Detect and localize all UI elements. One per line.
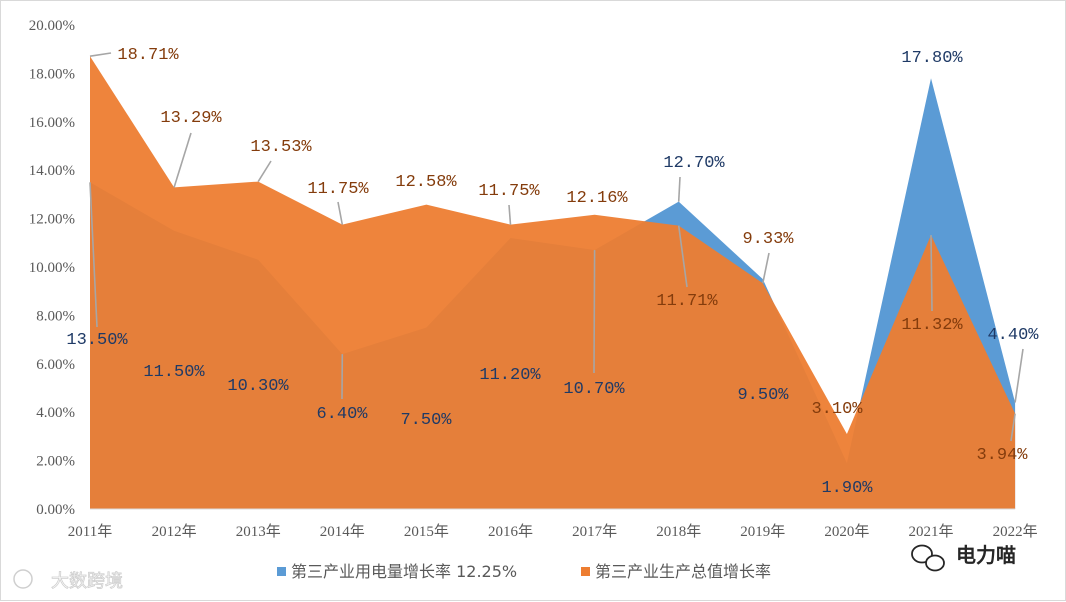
legend-label-gdp-growth: 第三产业生产总值增长率	[595, 562, 771, 581]
legend-label-electricity-growth: 第三产业用电量增长率 12.25%	[291, 562, 517, 581]
brand-name: 电力喵	[956, 543, 1016, 567]
data-label-electricity-growth: 11.50%	[143, 363, 205, 382]
data-label-leader	[174, 133, 191, 187]
data-label-gdp-growth: 11.32%	[901, 316, 963, 335]
data-label-gdp-growth: 11.75%	[478, 182, 540, 201]
data-label-electricity-growth: 4.40%	[987, 326, 1039, 345]
x-tick-label: 2018年	[656, 523, 701, 540]
data-label-leader	[763, 253, 769, 283]
y-tick-label: 10.00%	[29, 260, 75, 276]
data-label-gdp-growth: 11.71%	[656, 292, 718, 311]
y-tick-label: 2.00%	[36, 454, 75, 470]
data-label-leader	[679, 177, 680, 202]
legend-swatch-gdp-growth	[581, 567, 590, 576]
y-tick-label: 8.00%	[36, 308, 75, 324]
data-label-leader	[90, 53, 111, 56]
y-tick-label: 16.00%	[29, 115, 75, 131]
data-label-gdp-growth: 3.94%	[976, 446, 1028, 465]
data-label-leader	[594, 250, 595, 373]
data-label-electricity-growth: 1.90%	[821, 479, 873, 498]
x-tick-label: 2020年	[824, 523, 869, 540]
data-label-leader	[338, 202, 342, 225]
data-label-gdp-growth: 3.10%	[811, 400, 863, 419]
series-area-gdp-growth	[90, 56, 1015, 509]
data-label-gdp-growth: 12.58%	[395, 173, 457, 192]
y-tick-label: 6.00%	[36, 357, 75, 373]
data-label-gdp-growth: 13.29%	[160, 109, 222, 128]
data-label-electricity-growth: 9.50%	[737, 386, 789, 405]
data-label-leader	[931, 235, 932, 311]
data-label-gdp-growth: 13.53%	[250, 138, 312, 157]
data-label-electricity-growth: 13.50%	[66, 331, 128, 350]
data-label-electricity-growth: 11.20%	[479, 366, 541, 385]
x-tick-label: 2017年	[572, 523, 617, 540]
data-label-electricity-growth: 17.80%	[901, 49, 963, 68]
y-tick-label: 12.00%	[29, 212, 75, 228]
x-tick-label: 2012年	[152, 523, 197, 540]
data-label-leader	[258, 161, 271, 182]
data-label-electricity-growth: 10.30%	[227, 377, 289, 396]
data-label-gdp-growth: 11.75%	[307, 180, 369, 199]
y-tick-label: 18.00%	[29, 66, 75, 82]
data-label-gdp-growth: 9.33%	[742, 230, 794, 249]
data-label-leader	[509, 205, 511, 225]
data-label-electricity-growth: 7.50%	[400, 411, 452, 430]
data-label-electricity-growth: 10.70%	[563, 380, 625, 399]
watermark-logo-icon	[14, 570, 32, 588]
x-tick-label: 2011年	[68, 523, 112, 540]
x-tick-label: 2019年	[740, 523, 785, 540]
y-tick-label: 20.00%	[29, 18, 75, 34]
wechat-logo-icon-small	[926, 556, 944, 571]
data-label-electricity-growth: 6.40%	[316, 405, 368, 424]
x-tick-label: 2016年	[488, 523, 533, 540]
legend-swatch-electricity-growth	[277, 567, 286, 576]
x-tick-label: 2015年	[404, 523, 449, 540]
x-tick-label: 2021年	[908, 523, 953, 540]
x-tick-label: 2013年	[236, 523, 281, 540]
data-label-electricity-growth: 12.70%	[663, 154, 725, 173]
data-label-gdp-growth: 18.71%	[117, 46, 179, 65]
x-tick-label: 2022年	[993, 523, 1038, 540]
y-tick-label: 4.00%	[36, 405, 75, 421]
y-tick-label: 14.00%	[29, 163, 75, 179]
x-tick-label: 2014年	[320, 523, 365, 540]
watermark-text: 大数跨境	[51, 571, 123, 592]
data-label-gdp-growth: 12.16%	[566, 189, 628, 208]
data-label-leader	[1015, 349, 1023, 403]
y-tick-label: 0.00%	[36, 502, 75, 518]
